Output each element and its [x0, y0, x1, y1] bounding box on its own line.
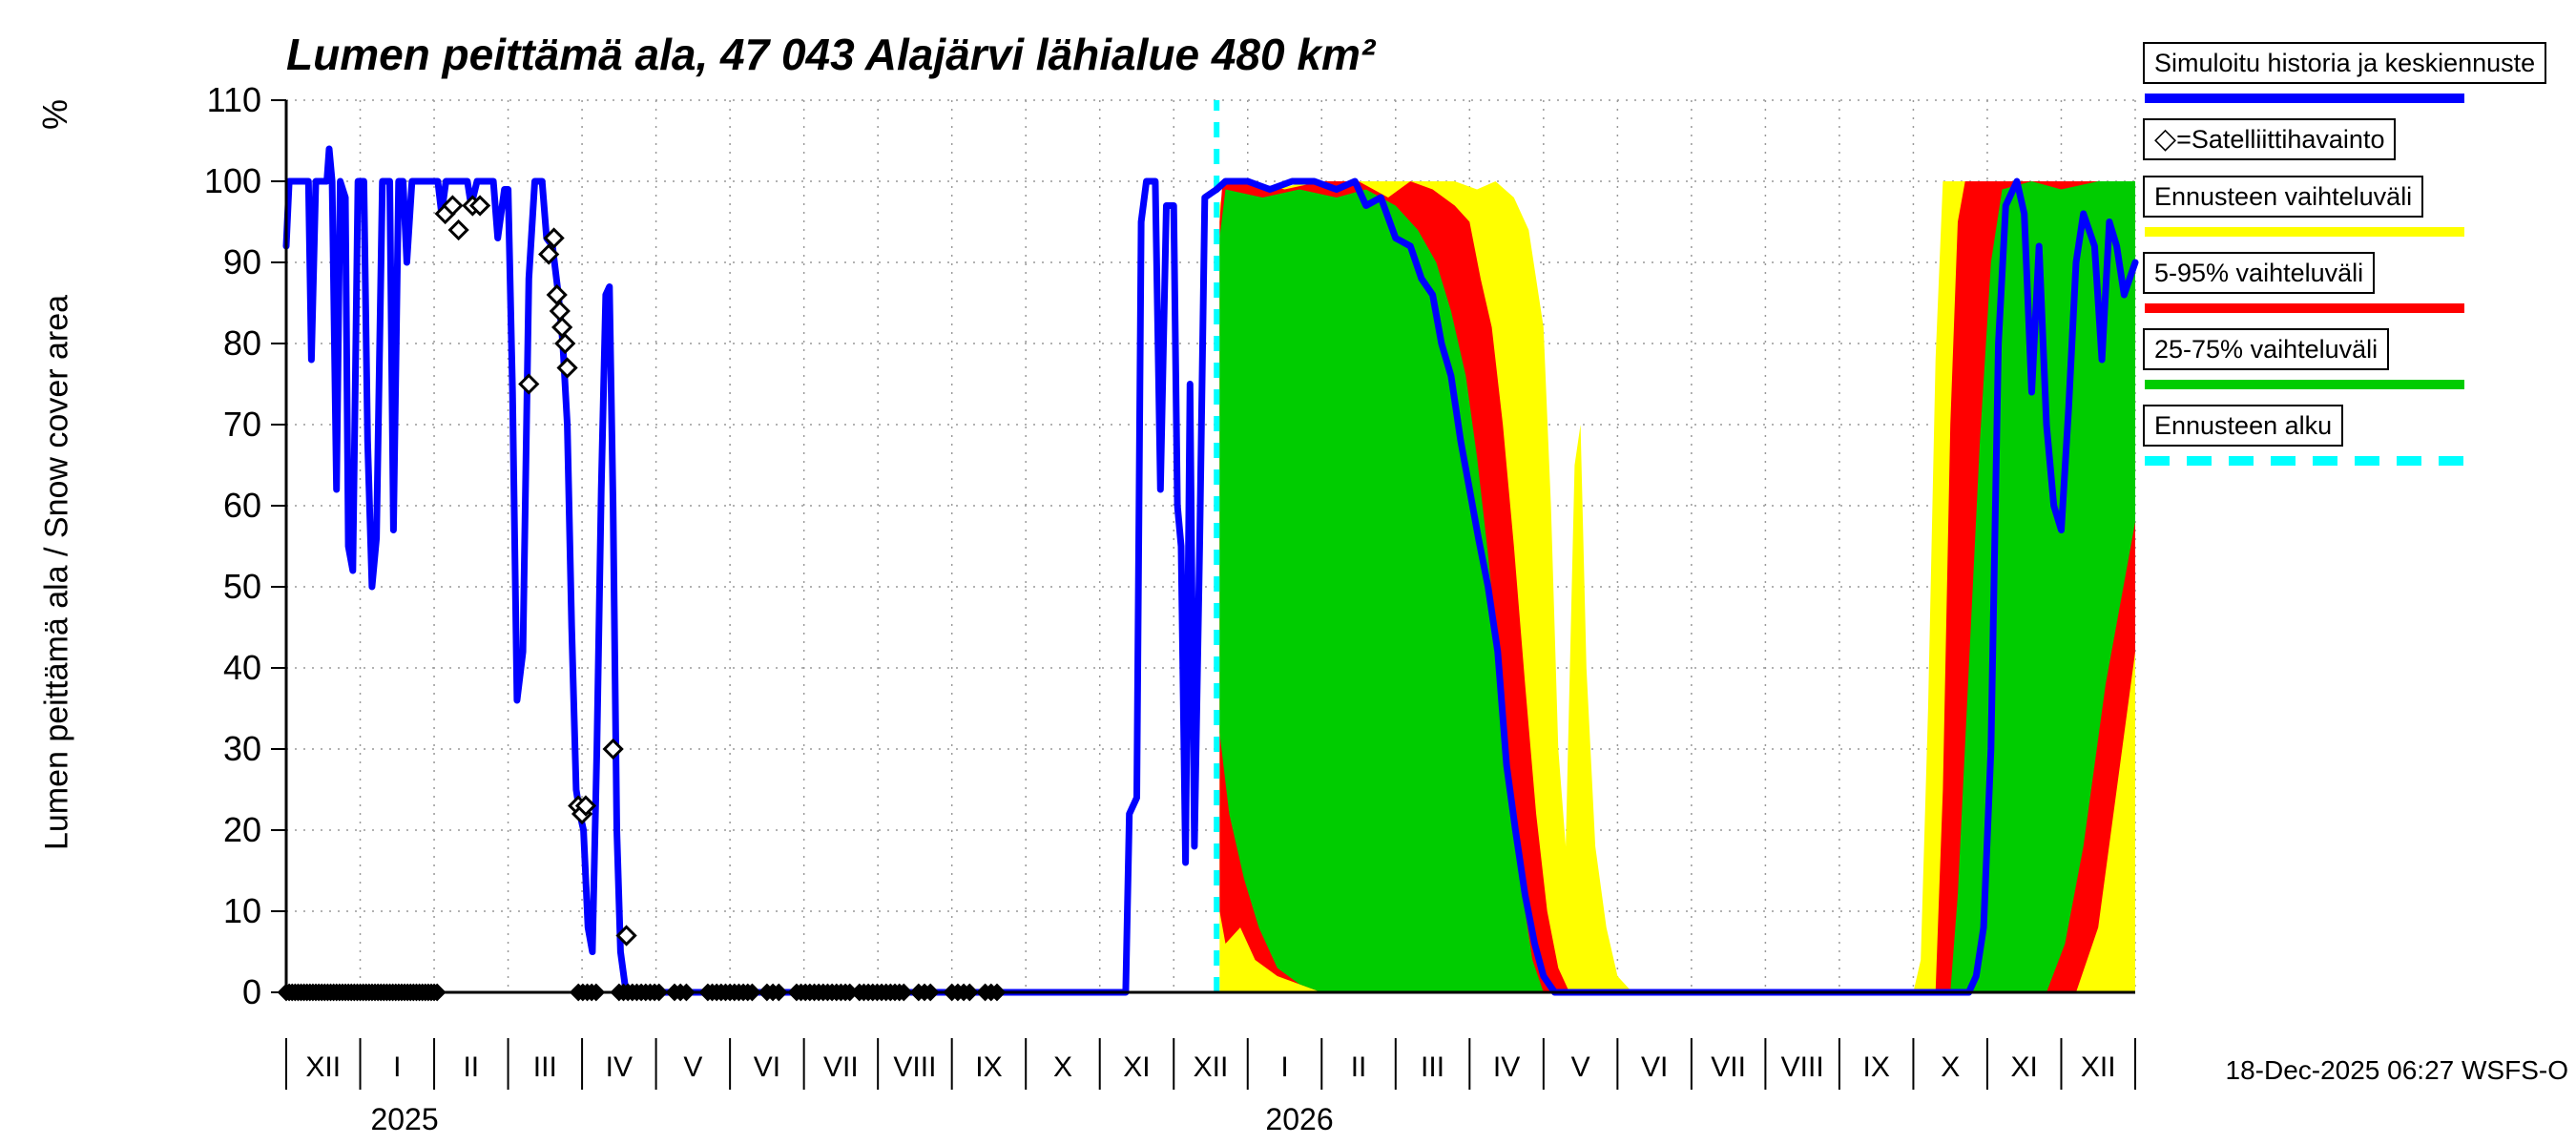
y-tick-label: 40 — [223, 648, 261, 687]
y-tick-label: 90 — [223, 242, 261, 281]
year-label: 2025 — [370, 1102, 438, 1136]
month-label: III — [533, 1051, 557, 1083]
month-label: VIII — [893, 1051, 936, 1083]
month-label: IV — [606, 1051, 633, 1083]
month-label: IX — [975, 1051, 1002, 1083]
month-label: VII — [1711, 1051, 1746, 1083]
satellite-observation — [554, 332, 576, 355]
satellite-observation — [546, 283, 568, 306]
timestamp: 18-Dec-2025 06:27 WSFS-O — [2225, 1055, 2569, 1085]
month-label: VII — [823, 1051, 859, 1083]
y-tick-label: 70 — [223, 405, 261, 444]
legend-range-25-75-label: 25-75% vaihteluväli — [2143, 328, 2390, 370]
chart-title: Lumen peittämä ala, 47 043 Alajärvi lähi… — [286, 30, 1376, 79]
legend-history-line — [2145, 94, 2464, 103]
y-tick-label: 50 — [223, 567, 261, 606]
satellite-observation — [615, 925, 637, 947]
year-label: 2026 — [1265, 1102, 1333, 1136]
month-label: I — [393, 1051, 401, 1083]
legend-range-full-line — [2145, 227, 2464, 237]
y-tick-label: 60 — [223, 486, 261, 525]
month-label: III — [1421, 1051, 1444, 1083]
month-label: XII — [2081, 1051, 2116, 1083]
month-label: XI — [1123, 1051, 1150, 1083]
month-label: XII — [1194, 1051, 1229, 1083]
y-tick-label: 30 — [223, 729, 261, 768]
legend: Simuloitu historia ja keskiennuste ◇=Sat… — [2143, 27, 2574, 468]
satellite-observation — [442, 195, 464, 217]
month-label: IV — [1493, 1051, 1520, 1083]
month-label: IX — [1863, 1051, 1890, 1083]
month-label: X — [1941, 1051, 1960, 1083]
y-tick-label: 10 — [223, 891, 261, 930]
forecast-mean-line — [1213, 177, 2139, 996]
legend-range-5-95-line — [2145, 303, 2464, 313]
month-label: VI — [1641, 1051, 1668, 1083]
legend-history-label: Simuloitu historia ja keskiennuste — [2143, 42, 2547, 84]
legend-range-full-label: Ennusteen vaihteluväli — [2143, 176, 2424, 218]
band-25-75 — [1219, 181, 2135, 992]
satellite-observation — [574, 795, 597, 817]
diamond-icon: ◇ — [2154, 123, 2177, 155]
y-tick-label: 20 — [223, 810, 261, 849]
y-tick-label: 80 — [223, 323, 261, 363]
satellite-observation — [447, 219, 469, 241]
month-label: I — [1280, 1051, 1288, 1083]
satellite-observation — [468, 195, 491, 217]
legend-range-25-75-line — [2145, 380, 2464, 389]
satellite-observation — [538, 243, 560, 265]
month-label: VI — [754, 1051, 780, 1083]
satellite-observation — [543, 227, 565, 249]
satellite-observation — [556, 357, 578, 379]
legend-range-5-95-label: 5-95% vaihteluväli — [2143, 252, 2376, 294]
history-line — [282, 145, 1220, 996]
month-label: II — [463, 1051, 479, 1083]
month-label: XII — [305, 1051, 341, 1083]
y-tick-label: 110 — [207, 80, 261, 119]
legend-satellite-label: ◇=Satelliittihavainto — [2143, 118, 2397, 160]
y-tick-label: 0 — [242, 972, 261, 1011]
month-label: X — [1053, 1051, 1072, 1083]
month-label: XI — [2011, 1051, 2038, 1083]
month-label: V — [1571, 1051, 1590, 1083]
legend-forecast-start-label: Ennusteen alku — [2143, 405, 2344, 447]
y-tick-label: 100 — [204, 161, 261, 200]
month-label: VIII — [1781, 1051, 1824, 1083]
month-label: V — [683, 1051, 702, 1083]
satellite-observation — [602, 738, 624, 760]
legend-satellite-text: =Satelliittihavainto — [2176, 125, 2385, 154]
legend-forecast-start-line — [2145, 456, 2464, 466]
satellite-observation — [549, 300, 571, 323]
satellite-observation — [551, 316, 573, 339]
satellite-observation — [518, 373, 540, 395]
month-label: II — [1351, 1051, 1367, 1083]
